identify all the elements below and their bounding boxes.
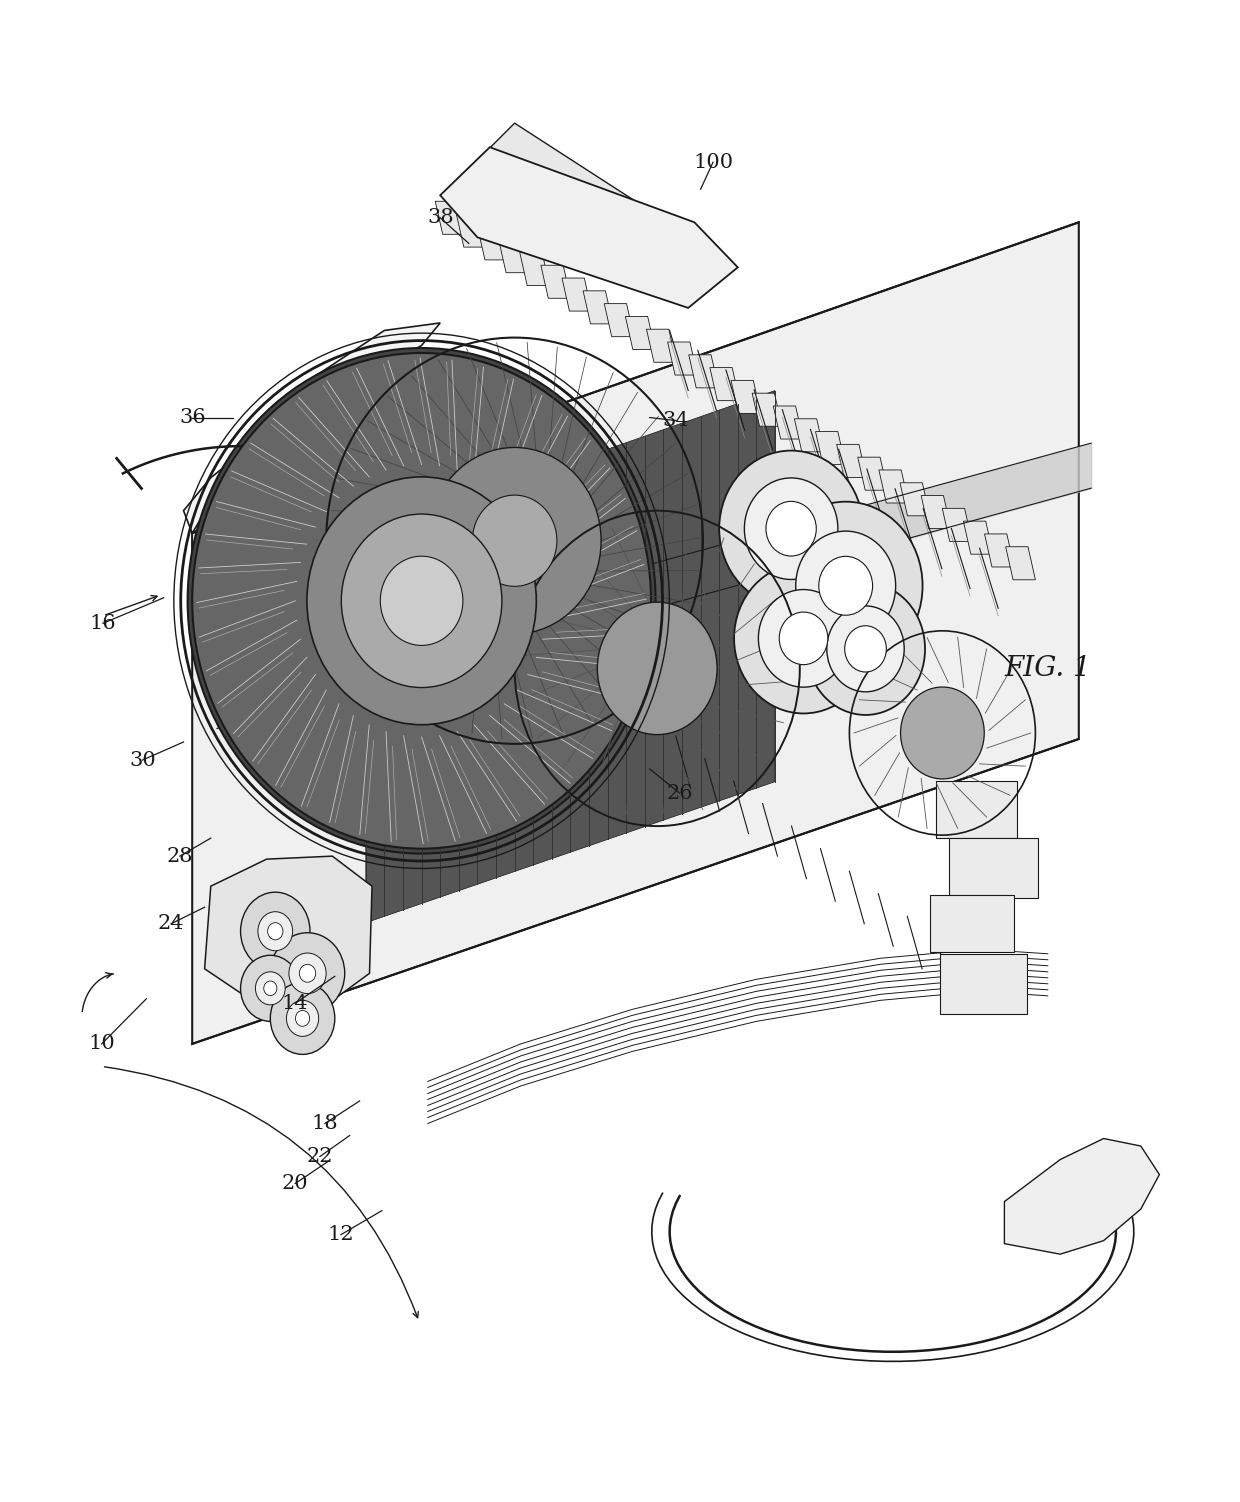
Ellipse shape (769, 502, 923, 670)
Text: 16: 16 (89, 614, 117, 632)
Polygon shape (366, 391, 775, 922)
Polygon shape (900, 482, 930, 515)
Ellipse shape (192, 353, 651, 849)
Ellipse shape (308, 476, 537, 725)
Text: 26: 26 (666, 784, 693, 802)
Ellipse shape (187, 348, 656, 853)
Polygon shape (1004, 1139, 1159, 1254)
Ellipse shape (286, 1000, 319, 1036)
Ellipse shape (779, 613, 828, 664)
Text: 20: 20 (281, 1175, 309, 1193)
Text: 36: 36 (179, 409, 206, 427)
Polygon shape (541, 266, 570, 299)
Ellipse shape (759, 589, 848, 688)
Ellipse shape (255, 972, 285, 1005)
Ellipse shape (299, 964, 316, 982)
Ellipse shape (598, 602, 717, 734)
Polygon shape (709, 368, 739, 401)
Ellipse shape (806, 583, 925, 715)
Ellipse shape (472, 496, 557, 586)
Polygon shape (879, 470, 909, 503)
Ellipse shape (381, 556, 463, 646)
Polygon shape (688, 354, 718, 388)
Polygon shape (837, 445, 867, 478)
Polygon shape (435, 201, 465, 234)
Ellipse shape (900, 686, 985, 780)
Polygon shape (858, 457, 888, 490)
Text: 30: 30 (129, 751, 156, 769)
Polygon shape (942, 508, 972, 541)
Polygon shape (192, 443, 353, 616)
Polygon shape (667, 342, 697, 376)
Polygon shape (604, 303, 634, 336)
Ellipse shape (241, 955, 300, 1021)
Polygon shape (583, 291, 613, 324)
Polygon shape (816, 431, 846, 464)
Text: 18: 18 (311, 1114, 339, 1133)
Polygon shape (477, 227, 507, 260)
Polygon shape (184, 323, 440, 533)
Polygon shape (753, 394, 782, 427)
Polygon shape (940, 954, 1027, 1014)
Text: 24: 24 (157, 915, 185, 933)
Ellipse shape (428, 448, 601, 634)
Text: 38: 38 (427, 209, 454, 227)
Polygon shape (520, 252, 549, 285)
Ellipse shape (270, 982, 335, 1054)
Polygon shape (625, 317, 655, 350)
Ellipse shape (258, 912, 293, 951)
Ellipse shape (818, 556, 873, 616)
Polygon shape (192, 222, 1079, 1044)
Ellipse shape (796, 532, 895, 640)
Ellipse shape (341, 514, 502, 688)
Polygon shape (930, 895, 1014, 952)
Polygon shape (465, 123, 645, 243)
Polygon shape (963, 521, 993, 554)
Polygon shape (936, 781, 1017, 838)
Polygon shape (440, 147, 738, 308)
Polygon shape (921, 496, 951, 529)
Ellipse shape (270, 933, 345, 1014)
Ellipse shape (844, 626, 887, 671)
Polygon shape (795, 419, 825, 452)
Text: FIG. 1: FIG. 1 (1004, 655, 1091, 682)
Text: 12: 12 (327, 1226, 355, 1244)
Text: 28: 28 (166, 847, 193, 865)
Ellipse shape (264, 981, 277, 996)
Ellipse shape (744, 478, 838, 580)
Ellipse shape (289, 952, 326, 994)
Polygon shape (646, 329, 676, 362)
Ellipse shape (734, 563, 873, 713)
Polygon shape (498, 240, 528, 273)
Polygon shape (1006, 547, 1035, 580)
Polygon shape (949, 838, 1038, 898)
Ellipse shape (719, 451, 863, 607)
Polygon shape (562, 278, 591, 311)
Polygon shape (985, 533, 1014, 566)
Ellipse shape (268, 922, 283, 940)
Polygon shape (732, 380, 761, 413)
Ellipse shape (295, 1011, 310, 1026)
Polygon shape (774, 406, 804, 439)
Ellipse shape (827, 605, 904, 692)
Text: 14: 14 (281, 994, 309, 1012)
Text: 34: 34 (662, 412, 689, 430)
Polygon shape (456, 215, 486, 248)
Text: 22: 22 (306, 1148, 334, 1166)
Polygon shape (205, 856, 372, 1006)
Ellipse shape (766, 502, 816, 556)
Ellipse shape (241, 892, 310, 970)
Text: 10: 10 (88, 1035, 115, 1053)
Text: 100: 100 (693, 153, 733, 171)
